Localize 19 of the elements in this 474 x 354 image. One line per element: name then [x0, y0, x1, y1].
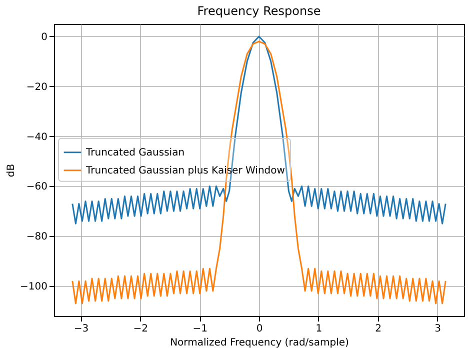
y-tick-label: −80: [26, 232, 48, 243]
x-tick-label: −1: [192, 324, 208, 334]
line-series: [72, 36, 446, 224]
x-tick-label: 0: [256, 324, 263, 334]
x-tick-label: 3: [434, 324, 441, 334]
line-series: [72, 40, 446, 304]
y-axis-title: dB: [6, 164, 18, 178]
y-tick-label: −20: [26, 82, 48, 93]
x-tick-label: 1: [316, 324, 322, 334]
y-tick-label: −60: [26, 182, 48, 193]
x-axis-title: Normalized Frequency (rad/sample): [170, 338, 350, 348]
x-tick-label: −2: [133, 324, 148, 334]
y-tick-label: 0: [41, 32, 48, 43]
x-tick-label: −3: [74, 324, 89, 334]
x-tick-label: 2: [375, 324, 382, 334]
legend-label: Truncated Gaussian: [85, 147, 185, 158]
y-tick-label: −40: [26, 132, 48, 143]
chart-title: Frequency Response: [197, 4, 321, 18]
y-tick-label: −100: [20, 282, 48, 293]
